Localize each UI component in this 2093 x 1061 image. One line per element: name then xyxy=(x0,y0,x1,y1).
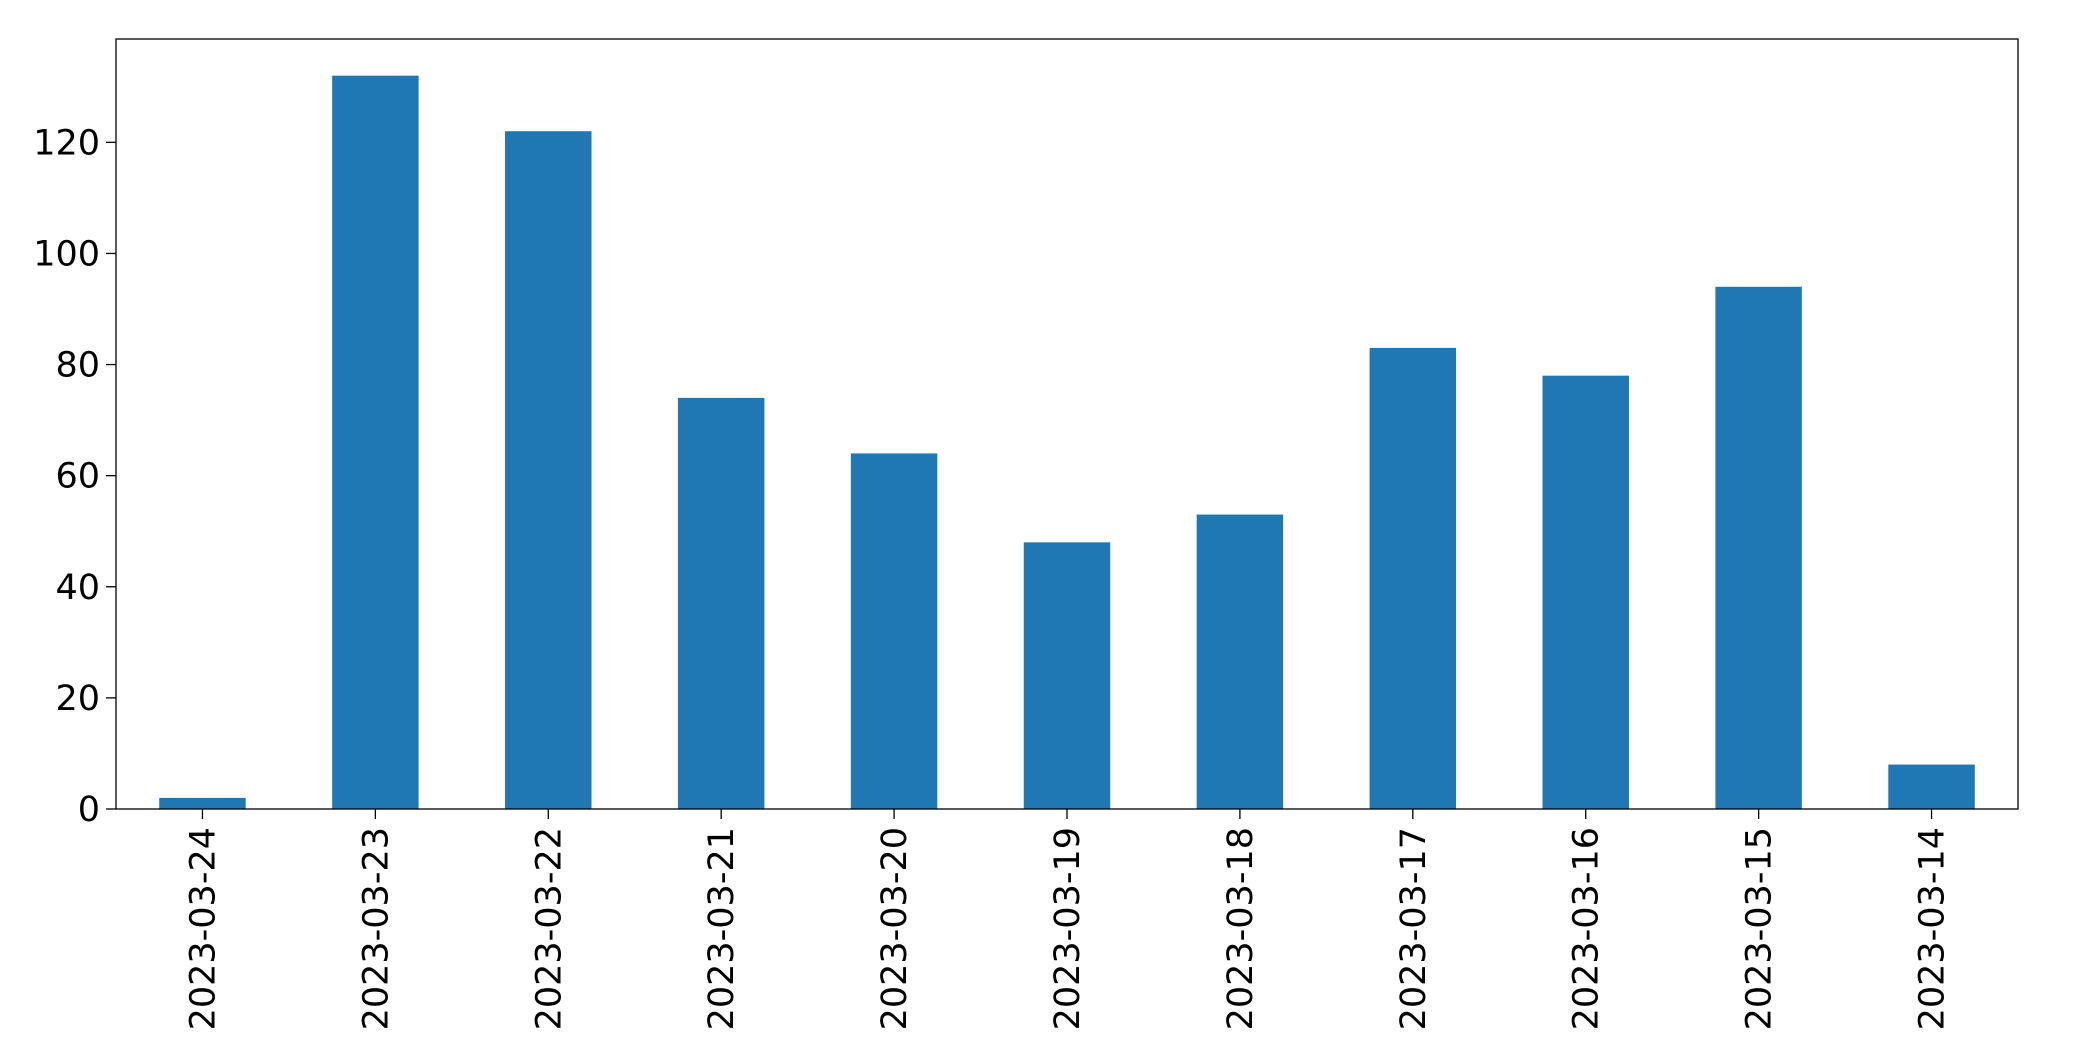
x-tick-label: 2023-03-17 xyxy=(1394,827,1434,1030)
y-tick-label: 100 xyxy=(33,234,100,274)
x-tick-label: 2023-03-14 xyxy=(1913,827,1953,1030)
bars-layer xyxy=(159,75,1975,810)
x-tick-label: 2023-03-22 xyxy=(529,827,569,1030)
bar-2023-03-24 xyxy=(159,797,246,809)
x-tick-label: 2023-03-16 xyxy=(1567,827,1607,1030)
x-tick-label: 2023-03-21 xyxy=(702,827,742,1030)
y-axis: 0 20 40 60 80 100 120 xyxy=(33,123,116,830)
y-tick-label: 40 xyxy=(55,568,100,608)
bar-2023-03-19 xyxy=(1023,542,1111,809)
bar-2023-03-23 xyxy=(332,75,419,810)
x-axis: 2023-03-24 2023-03-23 2023-03-22 2023-03-21… xyxy=(183,809,1953,1030)
x-tick-label: 2023-03-18 xyxy=(1221,827,1261,1030)
bar-2023-03-15 xyxy=(1715,286,1802,809)
y-tick-label: 120 xyxy=(33,123,100,163)
bar-2023-03-14 xyxy=(1888,764,1975,809)
y-tick-label: 0 xyxy=(78,790,100,830)
bar-2023-03-16 xyxy=(1542,375,1629,809)
bar-2023-03-20 xyxy=(850,453,938,809)
plot-frame xyxy=(115,38,2019,810)
y-tick-label: 20 xyxy=(55,679,100,719)
y-tick-label: 60 xyxy=(55,457,100,497)
x-tick-label: 2023-03-24 xyxy=(183,827,223,1030)
bar-2023-03-18 xyxy=(1196,514,1284,809)
x-tick-label: 2023-03-19 xyxy=(1048,827,1088,1030)
x-tick-label: 2023-03-20 xyxy=(875,827,915,1030)
x-tick-label: 2023-03-15 xyxy=(1740,827,1780,1030)
x-tick-label: 2023-03-23 xyxy=(356,827,396,1030)
bar-2023-03-22 xyxy=(505,131,592,810)
bar-2023-03-17 xyxy=(1369,347,1457,809)
bar-2023-03-21 xyxy=(677,397,765,809)
y-tick-label: 80 xyxy=(55,346,100,386)
